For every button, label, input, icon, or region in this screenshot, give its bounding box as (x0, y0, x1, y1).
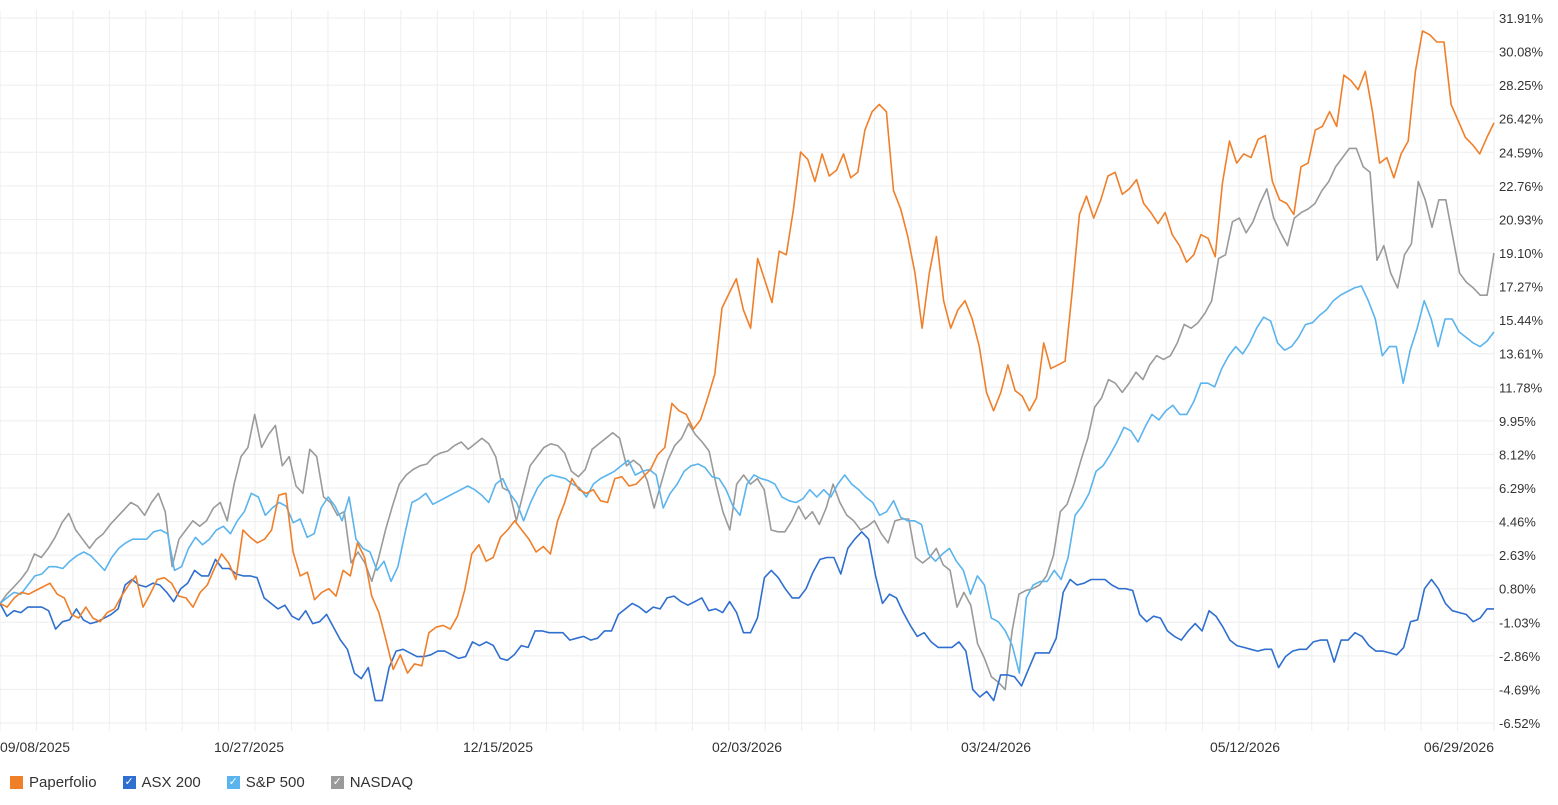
y-tick-label: 30.08% (1499, 45, 1544, 60)
x-tick-label: 03/24/2026 (961, 739, 1031, 755)
y-tick-label: -4.69% (1499, 682, 1541, 697)
legend-swatch-paperfolio (10, 776, 23, 789)
series-line-asx200 (0, 530, 1494, 702)
legend-item-paperfolio[interactable]: Paperfolio (10, 774, 97, 791)
y-tick-label: 17.27% (1499, 280, 1544, 295)
x-tick-label: 10/27/2025 (214, 739, 284, 755)
y-tick-label: 15.44% (1499, 313, 1544, 328)
y-tick-label: 13.61% (1499, 347, 1544, 362)
legend-checkbox-sp500: ✓ (226, 776, 240, 789)
y-tick-label: 11.78% (1499, 380, 1543, 395)
legend-label-asx200: ASX 200 (141, 774, 201, 791)
y-tick-label: -6.52% (1499, 716, 1541, 731)
series-line-paperfolio (0, 30, 1495, 674)
y-tick-label: 2.63% (1499, 548, 1536, 563)
legend-item-asx200[interactable]: ✓ ASX 200 (122, 774, 201, 791)
legend-label-sp500: S&P 500 (245, 774, 305, 791)
y-tick-label: 8.12% (1499, 447, 1536, 462)
x-tick-label: 12/15/2025 (463, 739, 533, 755)
y-tick-label: 31.91% (1499, 11, 1544, 26)
series-line-sp500 (0, 285, 1495, 674)
y-tick-label: 22.76% (1499, 179, 1544, 194)
y-tick-label: 24.59% (1499, 145, 1544, 160)
legend-item-sp500[interactable]: ✓ S&P 500 (226, 774, 305, 791)
x-tick-label: 02/03/2026 (712, 739, 782, 755)
y-tick-label: 19.10% (1499, 246, 1544, 261)
y-tick-label: 28.25% (1499, 78, 1544, 93)
legend-item-nasdaq[interactable]: ✓ NASDAQ (330, 774, 414, 791)
legend-label-paperfolio: Paperfolio (29, 774, 97, 791)
chart-plot: 31.91% 30.08% 28.25% 26.42% 24.59% 22.76% 20.9… (0, 10, 1544, 755)
y-tick-label: -2.86% (1499, 649, 1541, 664)
x-tick-label: 06/29/2026 (1424, 739, 1494, 755)
x-tick-label: 09/08/2025 (0, 739, 70, 755)
legend-checkbox-asx200: ✓ (122, 776, 136, 789)
x-tick-label: 05/12/2026 (1210, 739, 1280, 755)
chart-legend: Paperfolio ✓ ASX 200 ✓ S&P 500 ✓ NASDAQ (10, 774, 413, 791)
y-tick-label: 26.42% (1499, 112, 1544, 127)
series-line-nasdaq (0, 147, 1495, 691)
legend-label-nasdaq: NASDAQ (349, 774, 414, 791)
y-tick-label: 0.80% (1499, 582, 1536, 597)
y-tick-label: 9.95% (1499, 414, 1536, 429)
y-tick-label: 4.46% (1499, 515, 1536, 530)
y-tick-label: 20.93% (1499, 212, 1544, 227)
y-tick-label: 6.29% (1499, 481, 1536, 496)
legend-checkbox-nasdaq: ✓ (330, 776, 344, 789)
y-tick-label: -1.03% (1499, 615, 1541, 630)
